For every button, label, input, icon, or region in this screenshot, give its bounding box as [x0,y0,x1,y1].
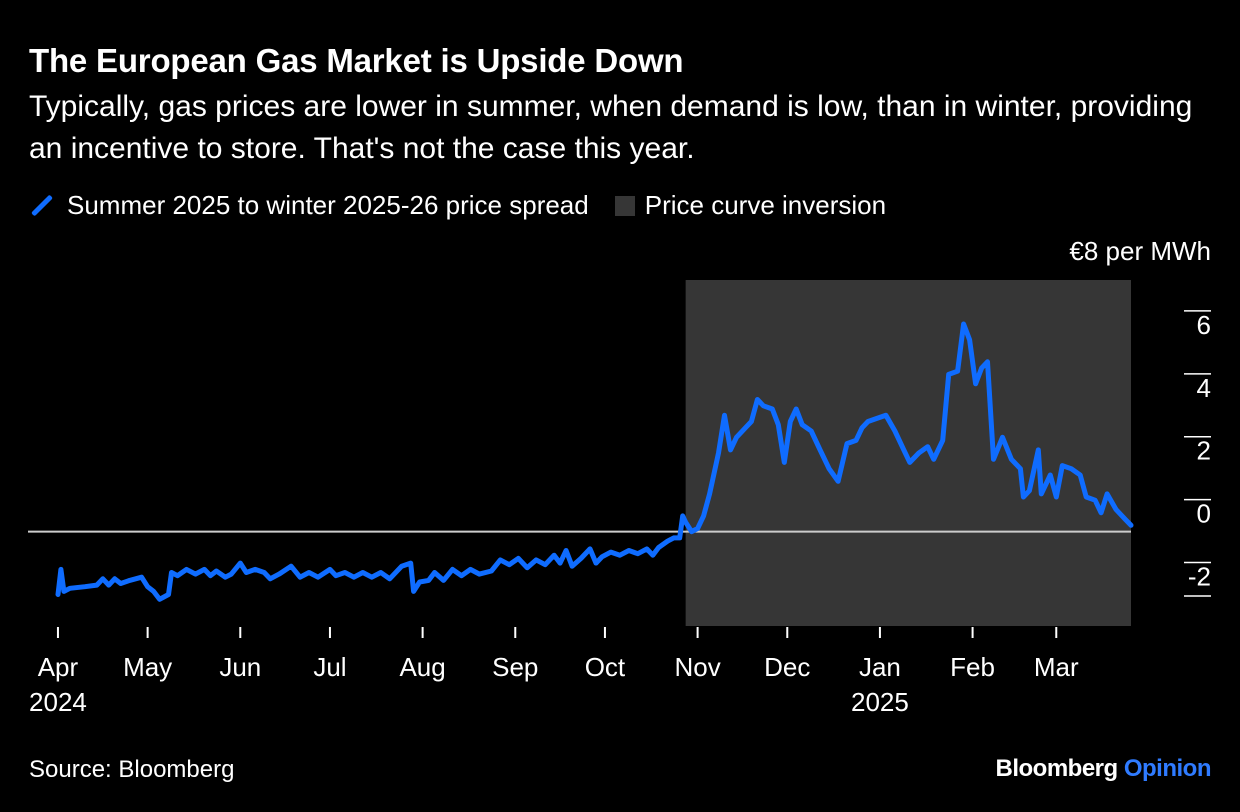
x-tick-label: Feb [950,652,995,682]
x-tick-year-label: 2025 [851,687,909,717]
legend-label-spread: Summer 2025 to winter 2025-26 price spre… [67,190,589,220]
x-tick-label: Jan [859,652,901,682]
source-note: Source: Bloomberg [29,756,235,783]
brand-suffix: Opinion [1123,755,1212,782]
x-tick-label: Dec [764,652,810,682]
legend-item-inversion: Price curve inversion [614,190,887,221]
legend-item-spread: Summer 2025 to winter 2025-26 price spre… [29,190,589,221]
chart-subtitle: Typically, gas prices are lower in summe… [29,90,1193,165]
legend-label-inversion: Price curve inversion [644,190,887,220]
x-tick-label: Aug [399,652,445,682]
x-tick-label: Jun [219,652,261,682]
chart-title: The European Gas Market is Upside Down [29,42,684,79]
x-tick-label: Apr [38,652,79,682]
y-tick-label: 4 [1197,373,1211,403]
x-tick-label: Oct [585,652,626,682]
legend: Summer 2025 to winter 2025-26 price spre… [29,190,912,221]
brand-name: Bloomberg [995,755,1119,782]
x-tick-year-label: 2024 [29,687,87,717]
x-tick-label: Nov [674,652,720,682]
x-tick-label: Jul [313,652,346,682]
y-tick-label: 0 [1197,499,1211,529]
series-line-price-spread [55,321,1134,602]
y-tick-label: 2 [1197,436,1211,466]
x-tick-label: Sep [492,652,538,682]
x-tick-label: May [123,652,172,682]
legend-box-swatch [614,195,635,216]
y-axis-unit-label: €8 per MWh [1069,236,1211,266]
brand-logo: Bloomberg Opinion [996,755,1212,783]
y-tick-label: 6 [1197,310,1211,340]
x-tick-label: Mar [1034,652,1079,682]
inversion-region [685,280,1131,626]
y-tick-label: -2 [1188,562,1211,592]
